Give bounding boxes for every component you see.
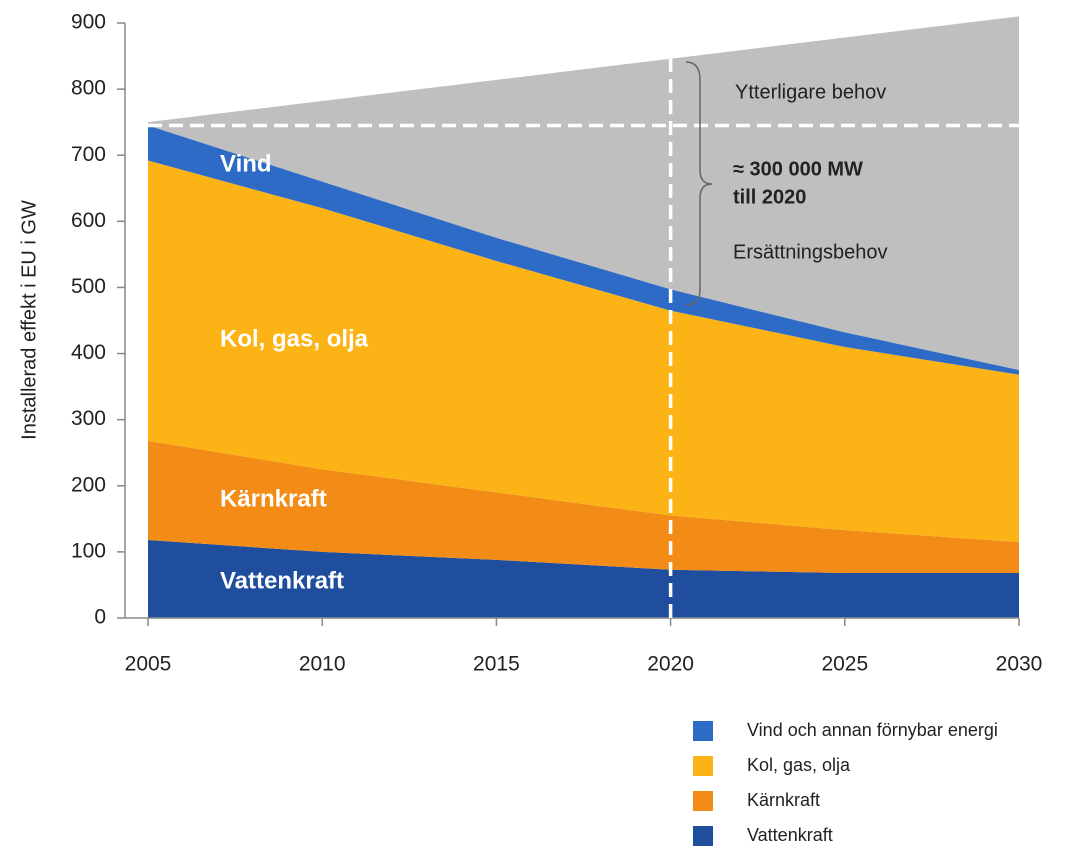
legend-label: Kol, gas, olja: [747, 755, 851, 775]
demand-area: [148, 16, 1019, 371]
y-tick-label: 300: [71, 407, 106, 430]
y-tick-label: 500: [71, 275, 106, 298]
legend-label: Kärnkraft: [747, 790, 820, 810]
area: [148, 160, 1019, 542]
x-tick-label: 2030: [996, 653, 1043, 676]
y-tick-label: 600: [71, 209, 106, 232]
y-tick-label: 200: [71, 473, 106, 496]
area-label: Vind: [220, 150, 272, 177]
legend-swatch: [693, 826, 713, 846]
brace: [685, 61, 713, 306]
legend-label: Vattenkraft: [747, 825, 833, 845]
x-tick-label: 2020: [647, 653, 694, 676]
y-axis-label: Installerad effekt i EU i GW: [18, 200, 40, 440]
x-tick-label: 2010: [299, 653, 346, 676]
area: [148, 539, 1019, 618]
y-tick-label: 100: [71, 539, 106, 562]
y-tick-label: 900: [71, 11, 106, 34]
area-label: Kol, gas, olja: [220, 325, 369, 352]
legend-swatch: [693, 791, 713, 811]
legend-swatch: [693, 721, 713, 741]
x-tick-label: 2005: [125, 653, 172, 676]
annotation: Ersättningsbehov: [733, 241, 888, 263]
area-label: Vattenkraft: [220, 567, 344, 594]
annotation: till 2020: [733, 186, 806, 208]
legend-label: Vind och annan förnybar energi: [747, 720, 998, 740]
x-tick-label: 2015: [473, 653, 520, 676]
y-tick-label: 0: [94, 606, 106, 629]
legend-swatch: [693, 756, 713, 776]
x-tick-label: 2025: [821, 653, 868, 676]
annotation: ≈ 300 000 MW: [733, 158, 863, 180]
area: [148, 440, 1019, 574]
area-label: Kärnkraft: [220, 485, 327, 512]
y-tick-label: 400: [71, 341, 106, 364]
annotation: Ytterligare behov: [735, 81, 886, 103]
y-tick-label: 700: [71, 143, 106, 166]
y-tick-label: 800: [71, 77, 106, 100]
